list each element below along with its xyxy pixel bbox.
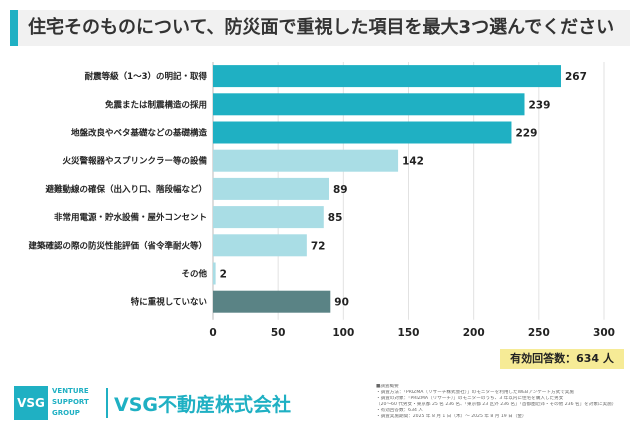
survey-note-line: （20～60 代男女・東京都 25 名 236 名、「東京都 23 区外 236… bbox=[376, 402, 617, 407]
bar bbox=[213, 262, 216, 285]
survey-notes: ■調査概要 ・調査方法：「PRIZMA（リサーチ株式会社）」のモニターを利用した… bbox=[376, 384, 636, 420]
bar bbox=[213, 93, 525, 116]
category-label: 建築確認の際の防災性能評価（省令準耐火等） bbox=[27, 240, 207, 251]
bar bbox=[213, 234, 307, 257]
category-label: 非常用電源・貯水設備・屋外コンセント bbox=[54, 212, 207, 223]
survey-note-line: ・調査実施期間：2025 年 8 月 1 日（木）～ 2025 年 8 月 19… bbox=[376, 414, 527, 419]
data-label: 267 bbox=[565, 71, 587, 83]
category-label: 特に重視していない bbox=[131, 297, 207, 308]
x-tick-label: 50 bbox=[271, 327, 286, 339]
category-label: その他 bbox=[181, 269, 207, 280]
survey-note-line: ■調査概要 bbox=[376, 384, 399, 389]
footer-divider bbox=[106, 388, 108, 418]
x-tick-label: 0 bbox=[209, 327, 216, 339]
total-respondents-badge: 有効回答数：634 人 bbox=[500, 349, 624, 369]
bar bbox=[213, 290, 331, 313]
data-label: 142 bbox=[402, 156, 424, 168]
data-label: 229 bbox=[515, 128, 537, 140]
data-label: 90 bbox=[334, 297, 349, 309]
title-bar: 住宅そのものについて、防災面で重視した項目を最大3つ選んでください bbox=[10, 10, 630, 46]
bar bbox=[213, 149, 399, 172]
data-label: 89 bbox=[333, 184, 348, 196]
data-label: 2 bbox=[220, 269, 227, 281]
bar bbox=[213, 177, 329, 200]
category-label: 免震または制震構造の採用 bbox=[105, 99, 207, 110]
survey-note-line: ・有効回答数：634 人 bbox=[376, 408, 423, 413]
x-tick-label: 200 bbox=[463, 327, 485, 339]
x-tick-label: 100 bbox=[332, 327, 354, 339]
data-label: 72 bbox=[311, 240, 326, 252]
chart-title: 住宅そのものについて、防災面で重視した項目を最大3つ選んでください bbox=[28, 17, 615, 38]
x-tick-label: 150 bbox=[398, 327, 420, 339]
company-name: VSG不動産株式会社 bbox=[114, 394, 291, 416]
bar bbox=[213, 65, 561, 88]
bar bbox=[213, 206, 324, 229]
x-tick-label: 300 bbox=[593, 327, 615, 339]
survey-note-line: ・調査の対象：「PRIZMA（リサーチ）」のモニターのうち、3 年以内に住宅を購… bbox=[376, 396, 564, 401]
data-label: 85 bbox=[328, 212, 343, 224]
category-label: 耐震等級（1～3）の明記・取得 bbox=[85, 71, 208, 82]
bar bbox=[213, 121, 512, 144]
category-label: 火災警報器やスプリンクラー等の設備 bbox=[62, 156, 207, 167]
bar-chart: 0 50 100 150 200 250 300 耐震等級（1～3）の明記・取得 267 免震また… bbox=[27, 62, 615, 339]
title-accent bbox=[10, 10, 18, 46]
vsg-logo: VSG bbox=[14, 386, 48, 420]
category-label: 避難動線の確保（出入り口、階段幅など） bbox=[45, 184, 207, 195]
x-tick-label: 250 bbox=[528, 327, 550, 339]
data-label: 239 bbox=[528, 99, 550, 111]
vsg-logo-line: SUPPORT bbox=[52, 398, 89, 406]
vsg-logo-line: VENTURE bbox=[52, 387, 89, 395]
vsg-logo-subtext: VENTURE SUPPORT GROUP bbox=[52, 386, 100, 419]
category-label: 地盤改良やベタ基礎などの基礎構造 bbox=[71, 128, 208, 139]
survey-note-line: ・調査方法：「PRIZMA（リサーチ株式会社）」のモニターを利用したWEBアンケ… bbox=[376, 390, 574, 395]
footer: VSG VENTURE SUPPORT GROUP VSG不動産株式会社 ■調査… bbox=[0, 382, 640, 427]
vsg-logo-line: GROUP bbox=[52, 409, 80, 417]
